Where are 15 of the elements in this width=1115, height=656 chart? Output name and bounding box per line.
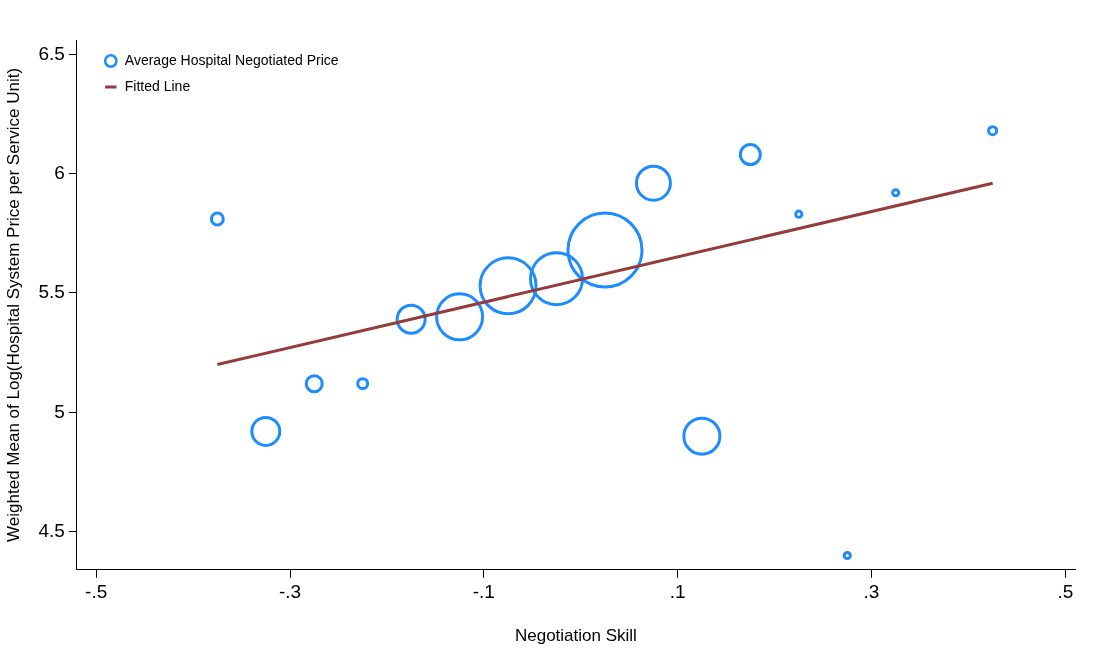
legend-label: Average Hospital Negotiated Price: [124, 51, 339, 68]
y-tick-label: 5: [54, 400, 65, 422]
legend-label: Fitted Line: [124, 77, 191, 94]
x-tick-label: -.3: [278, 581, 302, 603]
y-tick-label: 5.5: [38, 281, 65, 303]
x-tick-label: .1: [669, 581, 686, 603]
y-axis-title: Weighted Mean of Log(Hospital System Price per Service Unit): [3, 67, 23, 542]
x-tick-label: -.1: [472, 581, 495, 603]
y-tick-label: 4.5: [38, 519, 65, 541]
x-tick-label: -.5: [85, 581, 108, 603]
x-axis-title: Negotiation Skill: [514, 626, 637, 646]
x-tick-label: .5: [1057, 581, 1074, 603]
y-tick-label: 6.5: [38, 42, 65, 64]
x-tick-label: .3: [863, 581, 880, 603]
y-tick-label: 6: [54, 161, 65, 183]
